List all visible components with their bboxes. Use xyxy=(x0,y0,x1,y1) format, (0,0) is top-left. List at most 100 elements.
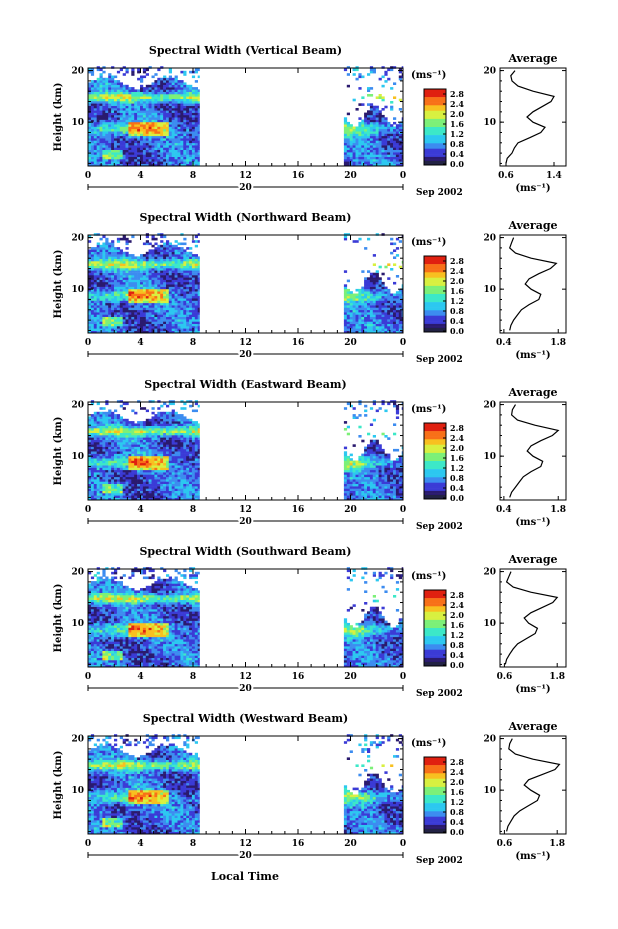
heatmap-cell xyxy=(395,298,400,301)
heatmap-cell xyxy=(96,152,100,155)
heatmap-cell xyxy=(174,96,178,99)
heatmap-cell xyxy=(177,249,181,252)
heatmap-cell xyxy=(114,421,118,424)
heatmap-cell xyxy=(128,131,132,134)
heatmap-cell xyxy=(105,119,109,123)
heatmap-cell xyxy=(349,133,353,137)
heatmap-cell xyxy=(395,309,400,313)
heatmap-cell xyxy=(166,277,170,280)
heatmap-cell xyxy=(125,323,129,327)
heatmap-cell xyxy=(166,254,170,257)
heatmap-cell xyxy=(398,135,402,139)
heatmap-cell xyxy=(367,89,371,92)
heatmap-cell xyxy=(140,142,144,146)
heatmap-cell xyxy=(93,101,97,104)
heatmap-cell xyxy=(125,270,129,273)
heatmap-cell xyxy=(160,126,164,130)
heatmap-cell xyxy=(157,101,161,104)
heatmap-cell xyxy=(128,149,132,153)
heatmap-cell xyxy=(88,295,92,299)
heatmap-cell xyxy=(381,298,385,301)
heatmap-cell xyxy=(183,284,187,287)
heatmap-cell xyxy=(177,94,181,97)
heatmap-cell xyxy=(171,291,175,294)
heatmap-cell xyxy=(137,330,141,334)
heatmap-cell xyxy=(154,305,158,308)
heatmap-cell xyxy=(163,138,167,141)
heatmap-cell xyxy=(352,140,356,144)
heatmap-cell xyxy=(108,114,112,118)
x-tick-label: 8 xyxy=(190,338,196,348)
heatmap-cell xyxy=(93,330,97,334)
heatmap-cell xyxy=(142,467,147,471)
x-tick-label: 12 xyxy=(239,171,252,181)
heatmap-cell xyxy=(148,490,152,494)
heatmap-cell xyxy=(358,73,362,76)
heatmap-cell xyxy=(116,444,121,447)
heatmap-cell xyxy=(197,131,200,134)
heatmap-cell xyxy=(142,94,147,97)
heatmap-cell xyxy=(90,323,95,327)
x-tick-label: 16 xyxy=(292,338,305,348)
heatmap-cell xyxy=(111,312,115,315)
heatmap-cell xyxy=(125,256,129,259)
heatmap-cell xyxy=(105,110,109,113)
heatmap-cell xyxy=(180,96,184,99)
heatmap-cell xyxy=(180,323,184,327)
heatmap-cell xyxy=(174,161,178,164)
heatmap-cell xyxy=(166,265,170,269)
heatmap-cell xyxy=(134,291,138,294)
heatmap-cell xyxy=(369,330,374,334)
heatmap-cell xyxy=(361,121,365,125)
heatmap-cell xyxy=(157,265,161,269)
heatmap-cell xyxy=(174,156,178,160)
heatmap-cell xyxy=(180,330,184,334)
heatmap-cell xyxy=(145,147,149,150)
heatmap-cell xyxy=(90,414,95,417)
heatmap-cell xyxy=(168,302,172,306)
heatmap-cell xyxy=(151,305,155,308)
heatmap-cell xyxy=(189,298,193,301)
heatmap-cell xyxy=(194,117,198,120)
heatmap-cell xyxy=(125,135,129,139)
heatmap-cell xyxy=(177,159,181,162)
heatmap-cell xyxy=(111,124,115,127)
avg-profile-line xyxy=(508,237,558,331)
heatmap-cell xyxy=(111,330,115,334)
colorbar-segment xyxy=(424,154,446,158)
heatmap-cell xyxy=(177,272,181,276)
heatmap-cell xyxy=(111,103,115,106)
heatmap-cell xyxy=(114,254,118,257)
heatmap-cell xyxy=(183,110,187,113)
heatmap-cell xyxy=(134,265,138,269)
heatmap-cell xyxy=(160,147,164,150)
heatmap-cell xyxy=(381,295,385,299)
heatmap-cell xyxy=(108,117,112,120)
heatmap-cell xyxy=(108,126,112,130)
heatmap-cell xyxy=(134,300,138,304)
heatmap-cell xyxy=(151,295,155,299)
heatmap-cell xyxy=(122,258,126,262)
heatmap-cell xyxy=(151,145,155,148)
x-tick-label: 4 xyxy=(137,171,143,181)
heatmap-cell xyxy=(96,147,100,150)
heatmap-cell xyxy=(111,147,115,150)
heatmap-cell xyxy=(177,80,181,83)
heatmap-cell xyxy=(90,284,95,287)
heatmap-cell xyxy=(174,288,178,292)
heatmap-cell xyxy=(140,124,144,127)
heatmap-cell xyxy=(142,96,147,99)
heatmap-cell xyxy=(174,135,178,139)
heatmap-cell xyxy=(384,145,388,148)
heatmap-cell xyxy=(355,298,359,301)
heatmap-cell xyxy=(361,154,365,157)
heatmap-cell xyxy=(183,154,187,157)
heatmap-cell xyxy=(191,270,196,273)
heatmap-cell xyxy=(99,309,103,313)
heatmap-cell xyxy=(157,152,161,155)
heatmap-cell xyxy=(116,469,121,473)
heatmap-cell xyxy=(197,284,200,287)
heatmap-cell xyxy=(375,272,379,276)
heatmap-cell xyxy=(160,279,164,283)
heatmap-cell xyxy=(116,300,121,304)
